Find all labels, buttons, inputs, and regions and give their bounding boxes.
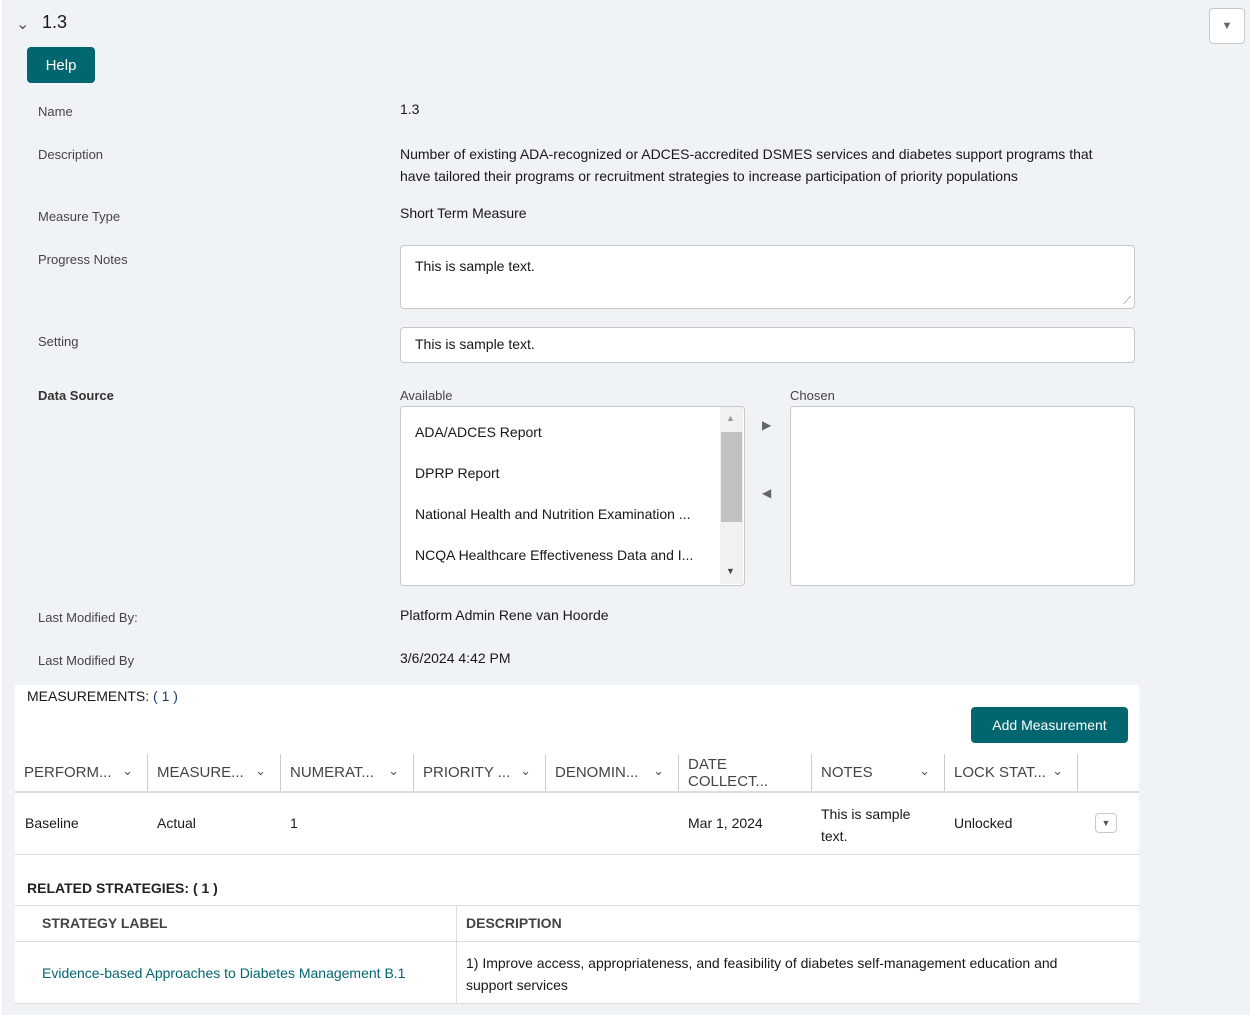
measurements-title: MEASUREMENTS: ( 1 ): [27, 688, 178, 704]
available-listbox[interactable]: [400, 406, 745, 586]
row-divider: [15, 854, 1139, 855]
data-source-label: Data Source: [38, 388, 114, 403]
measurements-count: ( 1 ): [153, 688, 178, 704]
strategies-title: RELATED STRATEGIES: ( 1 ): [27, 880, 218, 896]
last-modified-date-label: Last Modified By: [38, 653, 135, 668]
available-option[interactable]: NCQA Healthcare Effectiveness Data and I…: [415, 547, 694, 563]
chevron-down-icon: ⌄: [122, 763, 133, 778]
available-option[interactable]: ADA/ADCES Report: [415, 424, 542, 440]
column-header-performance[interactable]: PERFORM... ⌄: [15, 754, 148, 791]
strategy-link[interactable]: Evidence-based Approaches to Diabetes Ma…: [42, 965, 406, 981]
header-divider: [15, 791, 1139, 793]
column-header-date-collected[interactable]: DATE COLLECT...: [679, 754, 812, 791]
add-measurement-button[interactable]: Add Measurement: [971, 707, 1128, 743]
cell-measure: Actual: [157, 815, 196, 831]
chevron-down-icon: ⌄: [255, 763, 266, 778]
available-option[interactable]: National Health and Nutrition Examinatio…: [415, 506, 691, 522]
scroll-up-icon[interactable]: ▲: [726, 413, 735, 423]
column-divider: [456, 906, 457, 1004]
column-header-description[interactable]: DESCRIPTION: [466, 915, 562, 931]
actions-dropdown-button[interactable]: ▼: [1209, 8, 1245, 44]
last-modified-by-value: Platform Admin Rene van Hoorde: [400, 607, 609, 623]
column-header-numerator[interactable]: NUMERAT... ⌄: [281, 754, 414, 791]
setting-text: This is sample text.: [415, 336, 535, 352]
cell-notes: This is sample text.: [821, 806, 911, 844]
progress-notes-textarea[interactable]: This is sample text. ⟋: [400, 245, 1135, 309]
chevron-down-icon: ⌄: [653, 763, 664, 778]
divider: [15, 941, 1139, 942]
description-value: Number of existing ADA-recognized or ADC…: [400, 146, 1093, 184]
progress-notes-label: Progress Notes: [38, 252, 128, 267]
available-option[interactable]: DPRP Report: [415, 465, 500, 481]
measure-type-label: Measure Type: [38, 209, 121, 224]
scroll-down-icon[interactable]: ▼: [726, 566, 735, 576]
chevron-down-icon: ⌄: [919, 763, 930, 778]
divider: [15, 1003, 1139, 1004]
strategy-description: 1) Improve access, appropriateness, and …: [466, 955, 1058, 993]
last-modified-date-value: 3/6/2024 4:42 PM: [400, 650, 511, 666]
section-title: 1.3: [42, 12, 68, 32]
name-value: 1.3: [400, 101, 420, 117]
column-header-denominator[interactable]: DENOMIN... ⌄: [546, 754, 679, 791]
scrollbar-thumb[interactable]: [721, 432, 742, 522]
move-left-icon[interactable]: ◀: [762, 486, 772, 500]
column-header-priority[interactable]: PRIORITY ... ⌄: [414, 754, 546, 791]
cell-numerator: 1: [290, 815, 298, 831]
setting-label: Setting: [38, 334, 79, 349]
chosen-listbox[interactable]: [790, 406, 1135, 586]
cell-date: Mar 1, 2024: [688, 815, 763, 831]
cell-performance: Baseline: [25, 815, 79, 831]
available-label: Available: [400, 388, 453, 403]
column-header-measure[interactable]: MEASURE... ⌄: [148, 754, 281, 791]
column-header-notes[interactable]: NOTES ⌄: [812, 754, 945, 791]
chosen-label: Chosen: [790, 388, 835, 403]
description-label: Description: [38, 147, 104, 162]
name-label: Name: [38, 104, 73, 119]
chevron-down-icon: ⌄: [1052, 763, 1063, 778]
collapse-chevron-icon[interactable]: ⌄: [16, 16, 30, 33]
measure-type-value: Short Term Measure: [400, 205, 527, 221]
setting-input[interactable]: This is sample text.: [400, 327, 1135, 363]
chevron-down-icon: ⌄: [520, 763, 531, 778]
move-right-icon[interactable]: ▶: [762, 418, 772, 432]
related-lists-panel: [15, 685, 1139, 1004]
column-header-lock-status[interactable]: LOCK STAT... ⌄: [945, 754, 1078, 791]
cell-lock-status: Unlocked: [954, 815, 1013, 831]
help-button[interactable]: Help: [27, 47, 95, 83]
row-actions-button[interactable]: ▼: [1095, 813, 1117, 833]
strategies-count: ( 1 ): [192, 880, 218, 896]
last-modified-by-label: Last Modified By:: [38, 610, 138, 625]
progress-notes-text: This is sample text.: [415, 258, 535, 274]
resize-handle-icon[interactable]: ⟋: [1123, 295, 1131, 307]
divider: [15, 905, 1139, 906]
column-header-strategy-label[interactable]: STRATEGY LABEL: [42, 915, 168, 931]
chevron-down-icon: ⌄: [388, 763, 399, 778]
